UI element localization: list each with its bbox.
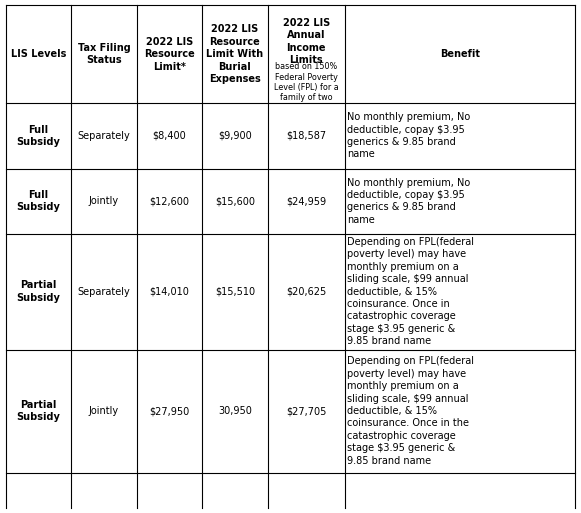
Bar: [202, 5, 268, 103]
Text: $8,400: $8,400: [153, 131, 187, 141]
Bar: [268, 103, 345, 169]
Text: $18,587: $18,587: [286, 131, 326, 141]
Bar: [137, 168, 202, 234]
Bar: [268, 5, 345, 103]
Text: 30,950: 30,950: [218, 406, 252, 416]
Text: $27,950: $27,950: [149, 406, 189, 416]
Bar: [6, 168, 71, 234]
Bar: [345, 168, 575, 234]
Text: Partial
Subsidy: Partial Subsidy: [17, 281, 60, 303]
Bar: [71, 103, 137, 169]
Text: Jointly: Jointly: [89, 196, 119, 206]
Text: 2022 LIS
Resource
Limit*: 2022 LIS Resource Limit*: [144, 37, 195, 71]
Bar: [345, 234, 575, 349]
Text: Depending on FPL(federal
poverty level) may have
monthly premium on a
sliding sc: Depending on FPL(federal poverty level) …: [347, 357, 474, 466]
Bar: [345, 103, 575, 169]
Text: $14,010: $14,010: [149, 287, 189, 297]
Bar: [137, 103, 202, 169]
Text: Full
Subsidy: Full Subsidy: [17, 125, 60, 147]
Text: Depending on FPL(federal
poverty level) may have
monthly premium on a
sliding sc: Depending on FPL(federal poverty level) …: [347, 237, 474, 346]
Bar: [268, 234, 345, 349]
Bar: [202, 349, 268, 472]
Bar: [202, 234, 268, 349]
Text: $15,600: $15,600: [215, 196, 255, 206]
Bar: [6, 349, 71, 472]
Text: No monthly premium, No
deductible, copay $3.95
generics & 9.85 brand
name: No monthly premium, No deductible, copay…: [347, 177, 470, 225]
Bar: [71, 5, 137, 103]
Text: LIS Levels: LIS Levels: [11, 49, 66, 59]
Text: $20,625: $20,625: [286, 287, 327, 297]
Bar: [268, 168, 345, 234]
Bar: [71, 349, 137, 472]
Text: Separately: Separately: [78, 287, 130, 297]
Bar: [71, 234, 137, 349]
Text: 2022 LIS
Annual
Income
Limits: 2022 LIS Annual Income Limits: [282, 18, 330, 65]
Text: $9,900: $9,900: [218, 131, 252, 141]
Bar: [137, 349, 202, 472]
Text: No monthly premium, No
deductible, copay $3.95
generics & 9.85 brand
name: No monthly premium, No deductible, copay…: [347, 112, 470, 160]
Text: $15,510: $15,510: [215, 287, 255, 297]
Text: $27,705: $27,705: [286, 406, 327, 416]
Bar: [6, 5, 71, 103]
Bar: [202, 103, 268, 169]
Text: Separately: Separately: [78, 131, 130, 141]
Bar: [268, 349, 345, 472]
Bar: [202, 168, 268, 234]
Bar: [345, 349, 575, 472]
Text: based on 150%
Federal Poverty
Level (FPL) for a
family of two: based on 150% Federal Poverty Level (FPL…: [274, 62, 339, 103]
Bar: [6, 103, 71, 169]
Text: Partial
Subsidy: Partial Subsidy: [17, 400, 60, 422]
Bar: [6, 234, 71, 349]
Text: Benefit: Benefit: [440, 49, 480, 59]
Text: Tax Filing
Status: Tax Filing Status: [78, 43, 130, 65]
Bar: [345, 5, 575, 103]
Text: $12,600: $12,600: [149, 196, 189, 206]
Bar: [137, 5, 202, 103]
Text: Jointly: Jointly: [89, 406, 119, 416]
Text: Full
Subsidy: Full Subsidy: [17, 190, 60, 212]
Bar: [137, 234, 202, 349]
Bar: [71, 168, 137, 234]
Text: 2022 LIS
Resource
Limit With
Burial
Expenses: 2022 LIS Resource Limit With Burial Expe…: [206, 24, 264, 84]
Text: $24,959: $24,959: [286, 196, 326, 206]
